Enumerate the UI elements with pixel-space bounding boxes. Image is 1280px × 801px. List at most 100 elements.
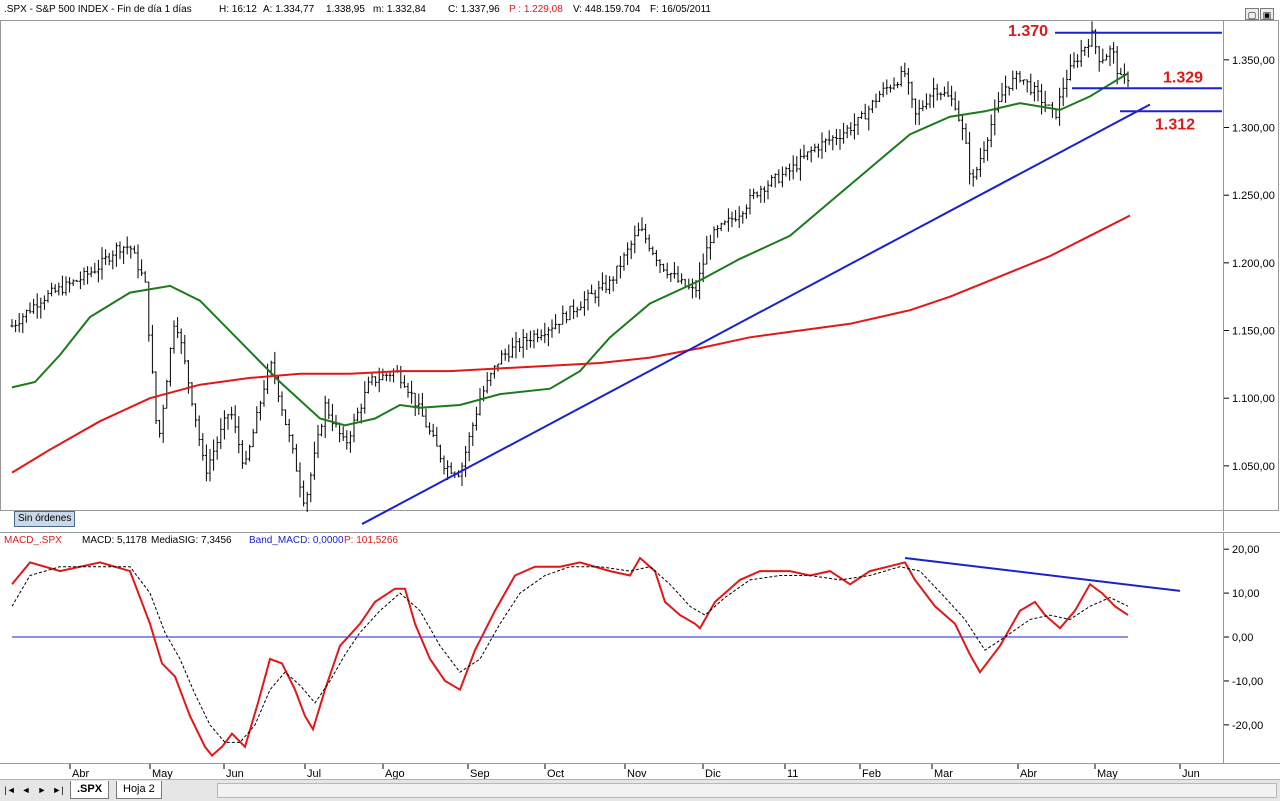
- price-bar: [734, 210, 738, 222]
- price-bar: [708, 234, 712, 260]
- price-bar: [705, 235, 709, 265]
- price-bar: [442, 455, 446, 475]
- price-bar: [885, 79, 889, 95]
- price-bar: [89, 266, 93, 278]
- minimize-button[interactable]: ▢: [1245, 8, 1259, 20]
- price-bar: [1025, 79, 1029, 93]
- price-bar: [222, 410, 226, 440]
- price-bar: [924, 93, 928, 110]
- price-bar: [744, 204, 748, 219]
- price-bar: [122, 246, 126, 265]
- price-bar: [348, 431, 352, 453]
- price-bar: [640, 217, 644, 232]
- price-bar: [590, 284, 594, 295]
- price-bar: [676, 266, 680, 283]
- price-bar: [374, 376, 378, 387]
- price-bar: [892, 77, 896, 90]
- price-bar: [251, 428, 255, 448]
- price-bar: [1043, 90, 1047, 113]
- price-bar: [748, 188, 752, 215]
- price-bar: [381, 368, 385, 381]
- price-bar: [284, 409, 288, 426]
- maximize-button[interactable]: ▣: [1260, 8, 1274, 20]
- price-bar: [86, 266, 90, 285]
- price-bar: [158, 419, 162, 438]
- price-frame: [0, 20, 1279, 511]
- price-chart-header: .SPX - S&P 500 INDEX - Fin de día 1 días…: [0, 0, 1280, 20]
- price-bar: [305, 491, 309, 512]
- price-bar: [737, 206, 741, 228]
- price-bar: [791, 155, 795, 180]
- price-bar: [240, 440, 244, 469]
- price-bar: [111, 250, 115, 270]
- price-bar: [903, 62, 907, 78]
- price-bar: [262, 380, 266, 407]
- price-bar: [539, 329, 543, 341]
- price-bar: [100, 247, 104, 280]
- price-bar: [492, 365, 496, 379]
- price-bar: [1083, 46, 1087, 56]
- last-sheet-icon[interactable]: ►|: [52, 785, 64, 795]
- price-bar: [845, 124, 849, 139]
- price-bar: [327, 398, 331, 420]
- y-tick-label: 1.350,00: [1232, 55, 1275, 67]
- price-bar: [334, 415, 338, 428]
- price-bar: [280, 391, 284, 417]
- price-bar: [831, 135, 835, 151]
- price-bar: [759, 185, 763, 203]
- price-bar: [528, 330, 532, 348]
- price-bar: [194, 403, 198, 428]
- price-bar: [582, 291, 586, 316]
- level-annotation: 1.312: [1155, 116, 1195, 133]
- price-bar: [842, 122, 846, 144]
- price-bar: [50, 282, 54, 297]
- price-bar: [870, 100, 874, 114]
- price-bar: [543, 322, 547, 344]
- price-bar: [510, 337, 514, 358]
- price-bar: [651, 246, 655, 256]
- price-bar: [1047, 104, 1051, 106]
- price-bar: [341, 426, 345, 441]
- price-bar: [561, 305, 565, 325]
- macd-chart[interactable]: MACD_.SPX MACD: 5,1178 MediaSIG: 7,3456 Ban…: [0, 532, 1280, 763]
- macd-header-band: Band_MACD: 0,0000: [249, 535, 344, 546]
- price-bar: [424, 408, 428, 428]
- price-bar: [1122, 63, 1126, 84]
- orders-badge[interactable]: Sin órdenes: [14, 511, 76, 527]
- price-bar: [273, 351, 277, 385]
- price-bar: [215, 436, 219, 460]
- price-bar: [503, 348, 507, 361]
- price-bar: [93, 262, 97, 274]
- price-bar: [860, 111, 864, 119]
- price-bar: [82, 267, 86, 286]
- price-bar: [467, 432, 471, 462]
- price-bar: [806, 151, 810, 161]
- sheet-tab-hoja2[interactable]: Hoja 2: [116, 781, 162, 799]
- price-bar: [849, 122, 853, 136]
- price-bar: [726, 208, 730, 232]
- first-sheet-icon[interactable]: |◄: [4, 785, 16, 795]
- price-bar: [201, 433, 205, 461]
- sheet-bar: |◄ ◄ ► ►| .SPX Hoja 2: [0, 779, 1280, 801]
- price-bar: [464, 445, 468, 477]
- prev-sheet-icon[interactable]: ◄: [21, 785, 31, 795]
- price-bar: [755, 191, 759, 198]
- horizontal-scrollbar[interactable]: [217, 783, 1277, 798]
- price-bar: [489, 372, 493, 387]
- next-sheet-icon[interactable]: ►: [37, 785, 47, 795]
- price-bar: [150, 324, 154, 374]
- price-bar: [820, 132, 824, 159]
- price-bar: [161, 404, 165, 443]
- x-tick-label: Sep: [470, 768, 490, 780]
- price-bar: [312, 441, 316, 480]
- price-bar: [932, 77, 936, 108]
- sheet-tab-spx[interactable]: .SPX: [70, 781, 110, 799]
- price-chart[interactable]: 1.050,00 1.100,00 1.150,00 1.200,00 1.250,00…: [0, 20, 1280, 531]
- price-bar: [942, 86, 946, 97]
- price-bar: [1101, 48, 1105, 64]
- price-bar: [399, 365, 403, 389]
- price-bar: [762, 186, 766, 203]
- price-bar: [237, 416, 241, 454]
- price-bar: [438, 444, 442, 463]
- price-bar: [752, 188, 756, 200]
